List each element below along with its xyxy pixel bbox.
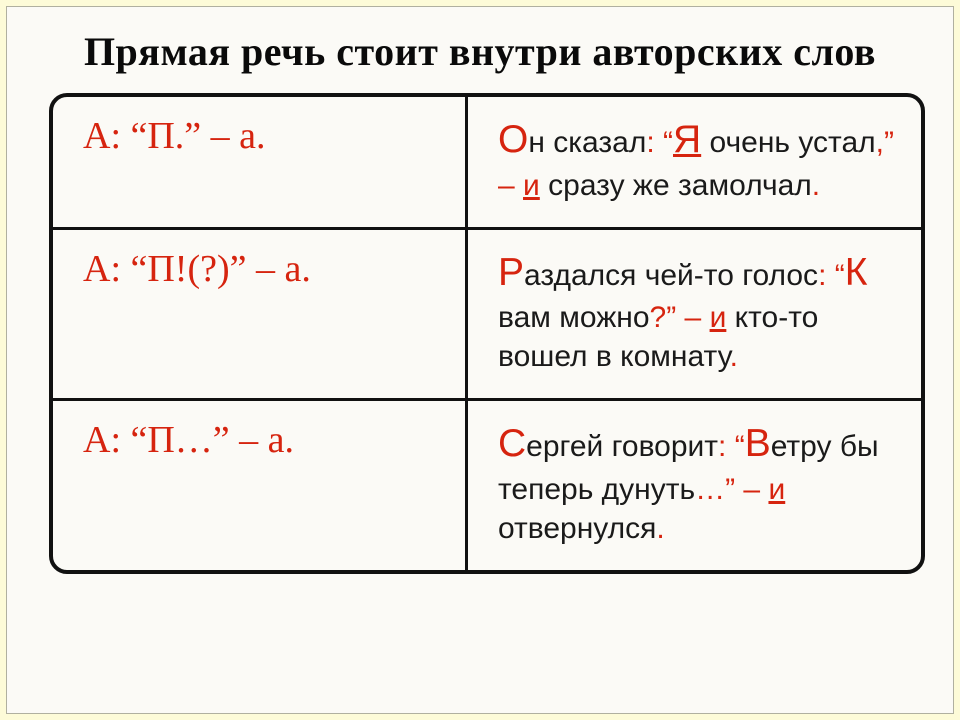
rules-table: А: “П.” – а. Он сказал: “Я очень устал,”… <box>53 97 921 570</box>
text-segment: и <box>523 169 540 202</box>
text-segment: Я <box>673 118 701 161</box>
pattern-cell: А: “П.” – а. <box>53 97 467 228</box>
pattern-cell: А: “П…” – а. <box>53 400 467 570</box>
text-segment: и <box>710 301 727 334</box>
text-segment: отвернулся <box>498 512 656 545</box>
example-cell: Сергей говорит: “Ветру бы теперь дунуть…… <box>467 400 922 570</box>
text-segment: . <box>812 169 820 202</box>
table-row: А: “П…” – а. Сергей говорит: “Ветру бы т… <box>53 400 921 570</box>
text-segment: ергей говорит <box>526 430 718 463</box>
pattern-cell: А: “П!(?)” – а. <box>53 228 467 400</box>
text-segment <box>701 126 709 159</box>
text-segment: С <box>498 422 526 465</box>
text-segment: ?” – <box>650 301 710 334</box>
text-segment: н сказал <box>528 126 646 159</box>
text-segment: …” – <box>695 473 768 506</box>
text-segment: . <box>730 340 738 373</box>
page-title: Прямая речь стоит внутри авторских слов <box>47 29 913 75</box>
text-segment: В <box>745 422 771 465</box>
table-row: А: “П!(?)” – а. Раздался чей-то голос: “… <box>53 228 921 400</box>
text-segment: вам можно <box>498 301 650 334</box>
text-segment: : “ <box>818 259 845 292</box>
text-segment: очень устал <box>710 126 876 159</box>
text-segment: аздался чей-то голос <box>524 259 818 292</box>
text-segment: : “ <box>718 430 745 463</box>
text-segment: и <box>768 473 785 506</box>
text-segment: Р <box>498 251 524 294</box>
example-cell: Раздался чей-то голос: “К вам можно?” – … <box>467 228 922 400</box>
table-row: А: “П.” – а. Он сказал: “Я очень устал,”… <box>53 97 921 228</box>
text-segment: сразу же замолчал <box>540 169 812 202</box>
page: Прямая речь стоит внутри авторских слов … <box>6 6 954 714</box>
text-segment: . <box>656 512 664 545</box>
text-segment: О <box>498 118 528 161</box>
text-segment: : “ <box>646 126 673 159</box>
rules-table-frame: А: “П.” – а. Он сказал: “Я очень устал,”… <box>49 93 925 574</box>
example-cell: Он сказал: “Я очень устал,” – и сразу же… <box>467 97 922 228</box>
text-segment: К <box>845 251 868 294</box>
